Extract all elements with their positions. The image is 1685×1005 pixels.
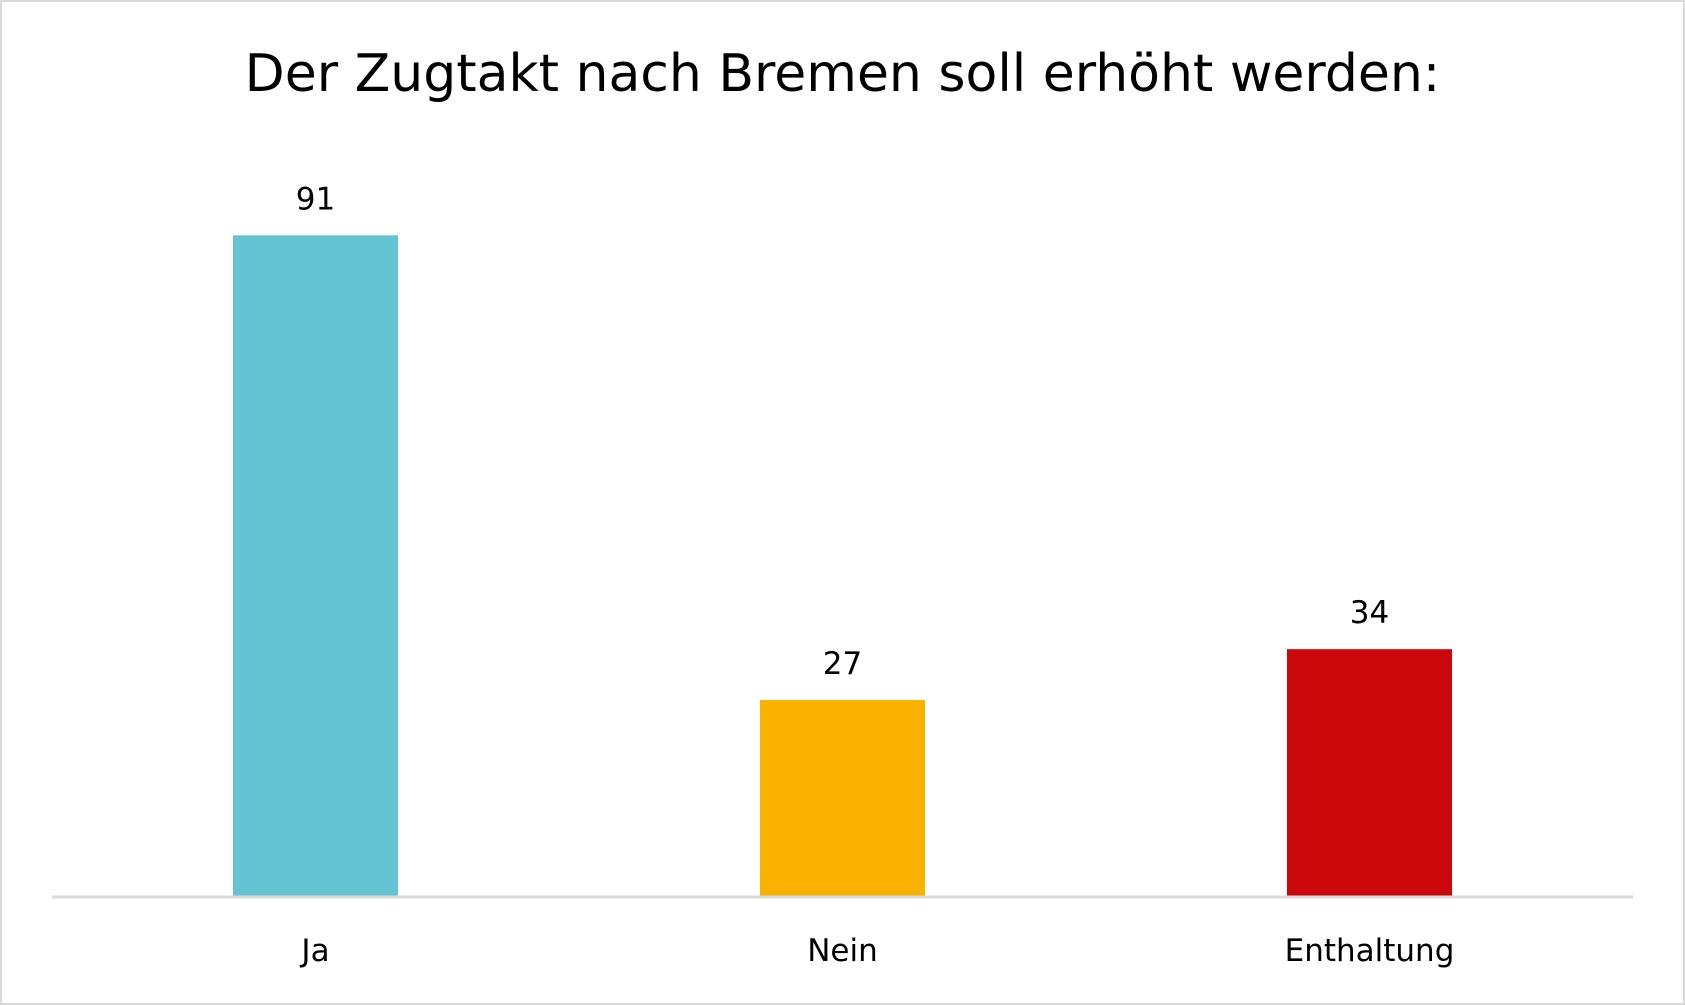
bar-ja xyxy=(233,235,398,897)
bar-enthaltung xyxy=(1287,649,1452,896)
x-tick-label-ja: Ja xyxy=(299,933,329,969)
data-label-enthaltung: 34 xyxy=(1350,595,1389,631)
x-tick-label-enthaltung: Enthaltung xyxy=(1285,933,1455,969)
bar-nein xyxy=(760,699,925,896)
data-label-ja: 91 xyxy=(296,181,335,217)
chart-title: Der Zugtakt nach Bremen soll erhöht werd… xyxy=(244,44,1441,104)
x-tick-label-nein: Nein xyxy=(807,933,878,969)
data-label-nein: 27 xyxy=(823,646,862,682)
